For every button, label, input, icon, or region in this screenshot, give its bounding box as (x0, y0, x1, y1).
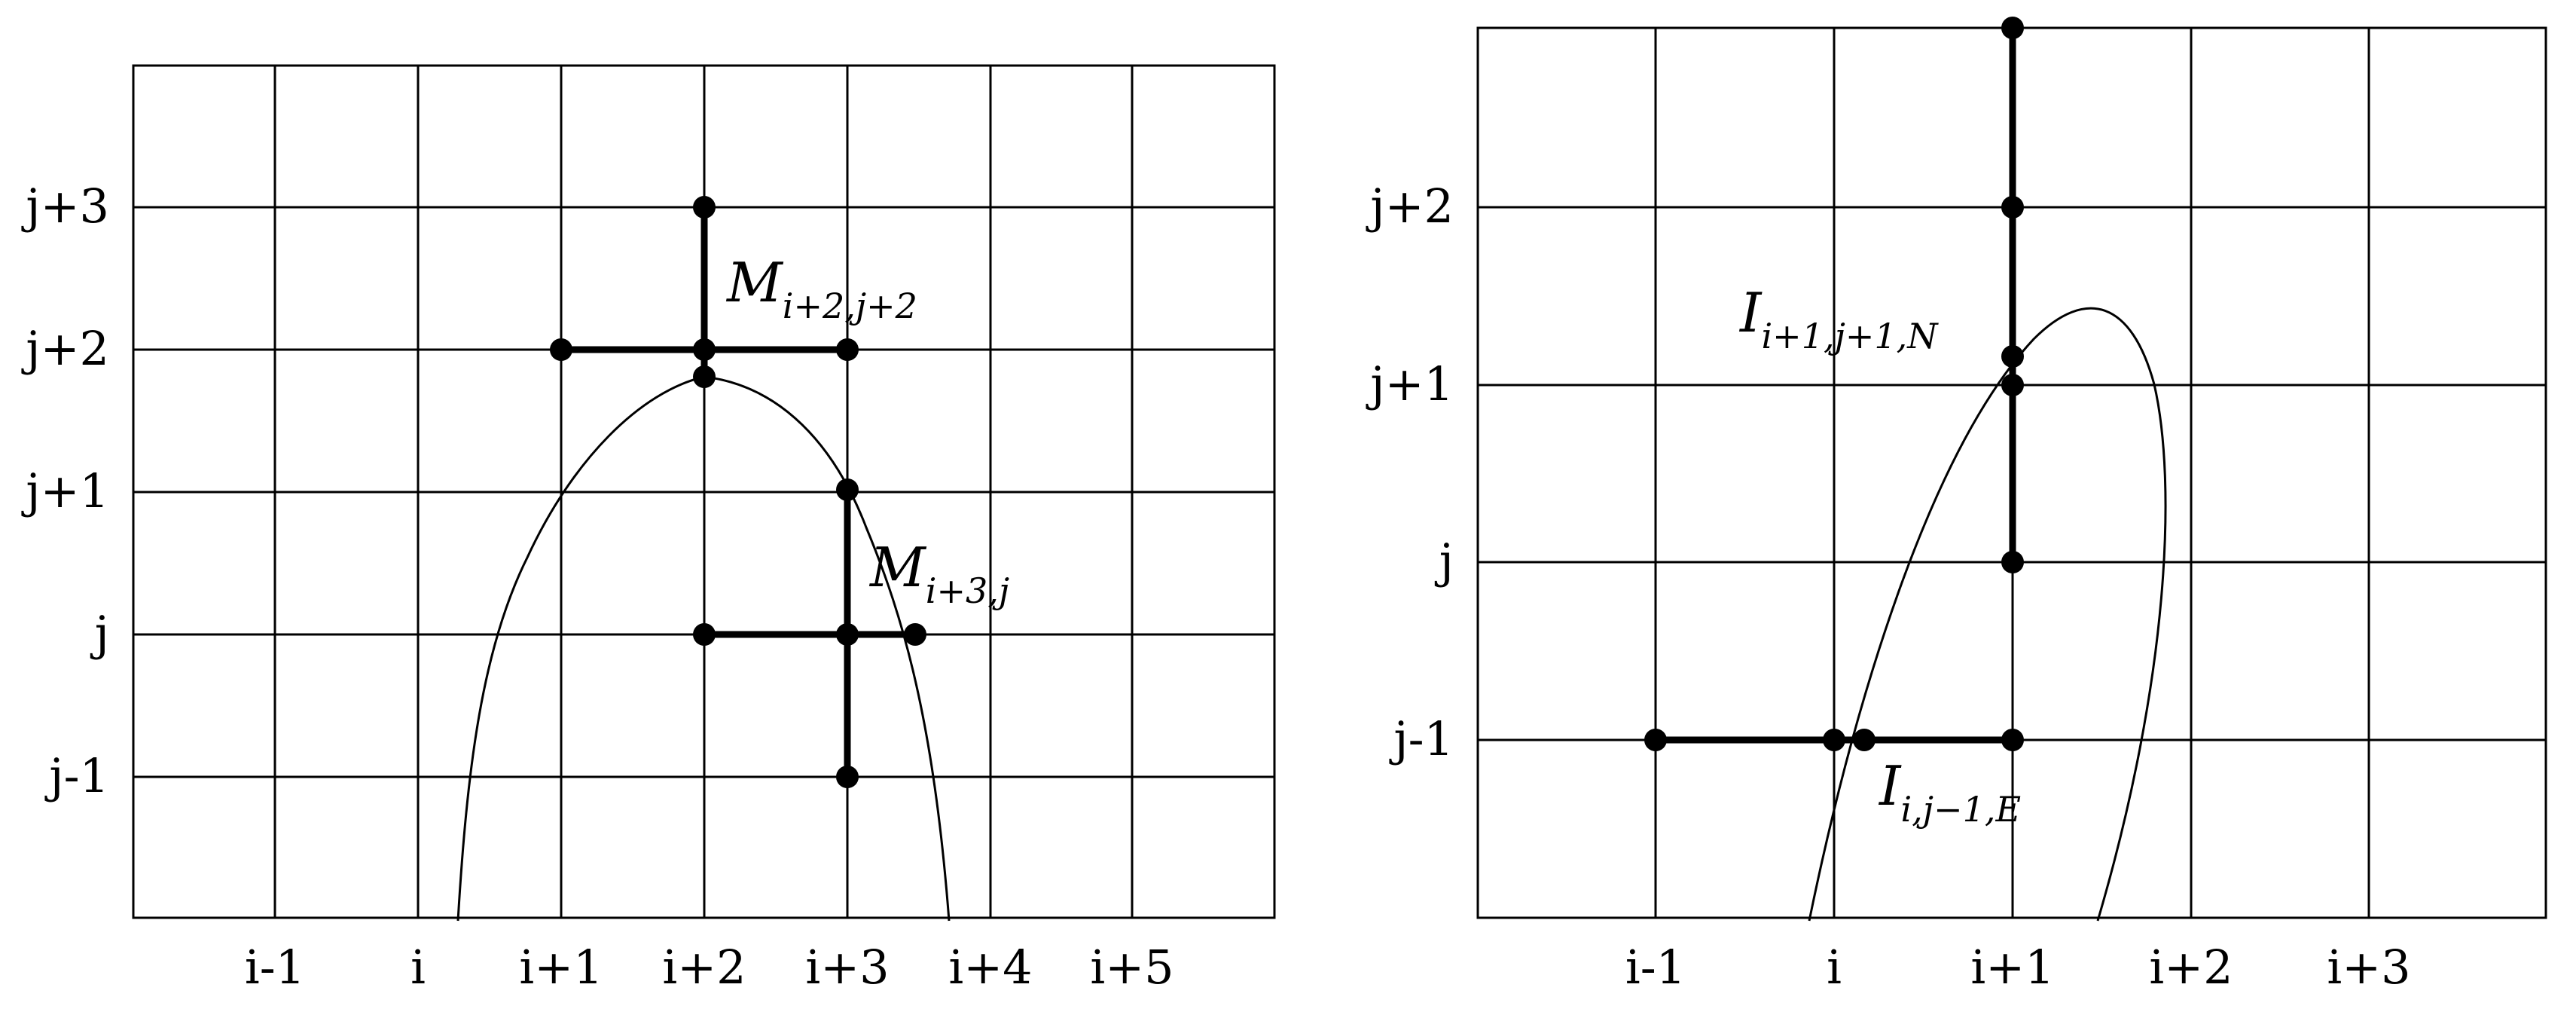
label-m-upper: Mi+2,j+2 (725, 251, 917, 326)
right-x-ticks: i-1 i i+1 i+2 i+3 (1625, 940, 2411, 995)
x-tick: i+3 (2327, 940, 2410, 995)
node (693, 338, 716, 361)
node (693, 365, 716, 388)
right-panel: Ii+1,j+1,N Ii,j−1,E i-1 i i+1 i+2 i+3 j+… (1366, 17, 2547, 995)
node (2001, 374, 2024, 396)
right-stencil-vertical (2001, 17, 2024, 573)
left-frame (132, 64, 1276, 919)
x-tick: i-1 (1625, 940, 1686, 995)
y-tick: j (1435, 533, 1454, 588)
y-tick: j+2 (21, 321, 109, 376)
node (550, 338, 572, 361)
y-tick: j-1 (44, 748, 109, 803)
left-x-ticks: i-1 i i+1 i+2 i+3 i+4 i+5 (245, 940, 1174, 995)
node (693, 623, 716, 646)
x-tick: i (1827, 940, 1842, 995)
y-tick: j+1 (1366, 356, 1454, 411)
right-boundary-curve (1808, 307, 2167, 922)
node (836, 766, 859, 788)
left-panel: Mi+2,j+2 Mi+3,j i-1 i i+1 i+2 i+3 i+4 i+… (21, 64, 1276, 995)
node (836, 623, 859, 646)
x-tick: i+4 (948, 940, 1032, 995)
x-tick: i+1 (519, 940, 603, 995)
left-y-ticks: j+3 j+2 j+1 j j-1 (21, 179, 109, 803)
node (1644, 729, 1667, 751)
x-tick: i+2 (662, 940, 746, 995)
left-stencil-upper (550, 196, 859, 388)
label-i-east: Ii,j−1,E (1878, 754, 2021, 830)
x-tick: i+3 (805, 940, 889, 995)
x-tick: i+1 (1970, 940, 2054, 995)
label-m-lower: Mi+3,j (868, 536, 1009, 611)
node (2001, 196, 2024, 219)
x-tick: i-1 (245, 940, 305, 995)
right-y-ticks: j+2 j+1 j j-1 (1366, 179, 1454, 766)
x-tick: i (411, 940, 426, 995)
node (904, 623, 926, 646)
y-tick: j+3 (21, 179, 109, 234)
node (836, 478, 859, 501)
node (2001, 17, 2024, 39)
left-grid (133, 66, 1274, 918)
y-tick: j (90, 606, 109, 661)
label-i-north: Ii+1,j+1,N (1738, 281, 1939, 356)
right-stencil-horizontal (1644, 729, 2024, 751)
node (836, 338, 859, 361)
node (693, 196, 716, 219)
node (1853, 729, 1876, 751)
y-tick: j+2 (1366, 179, 1454, 234)
node (2001, 551, 2024, 573)
x-tick: i+5 (1090, 940, 1174, 995)
node (1823, 729, 1845, 751)
y-tick: j+1 (21, 463, 109, 518)
y-tick: j-1 (1389, 711, 1454, 766)
node (2001, 345, 2024, 368)
x-tick: i+2 (2149, 940, 2233, 995)
node (2001, 729, 2024, 751)
left-stencil-lower (693, 478, 926, 788)
